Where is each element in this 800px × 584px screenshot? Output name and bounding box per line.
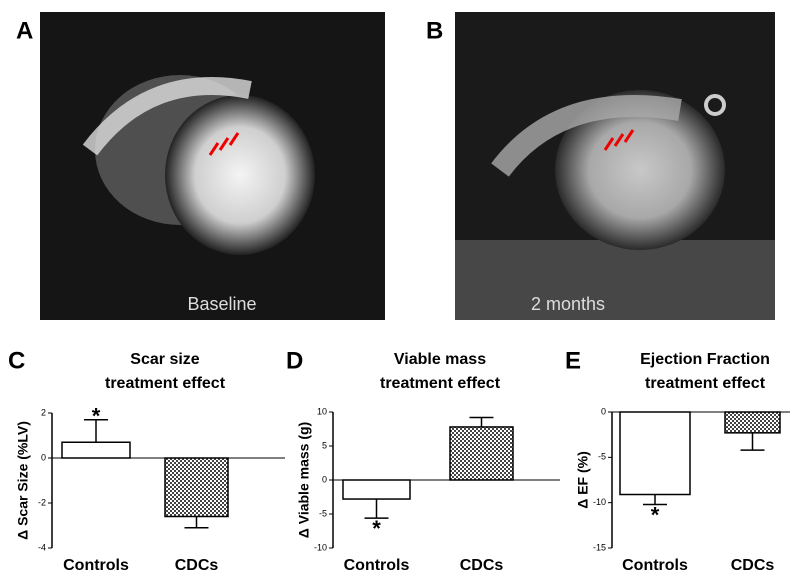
error-bar — [469, 416, 494, 427]
chart-title: treatment effect — [645, 375, 766, 392]
y-tick-label: -5 — [319, 508, 327, 518]
y-tick-label: -10 — [314, 542, 327, 552]
mri-image-b — [455, 12, 775, 320]
chart-title: Scar size — [130, 351, 199, 368]
bar — [342, 479, 411, 500]
y-axis-label: Δ Scar Size (%LV) — [15, 421, 31, 540]
y-axis-label: Δ EF (%) — [575, 451, 591, 509]
significance-marker: * — [372, 516, 381, 541]
x-tick-label: Controls — [344, 557, 410, 574]
panel-label: C — [8, 347, 25, 374]
significance-marker: * — [651, 502, 660, 527]
error-bar — [740, 432, 765, 451]
bar — [724, 411, 781, 434]
panel-label: E — [565, 347, 581, 374]
error-bar — [184, 516, 209, 529]
chart-title: treatment effect — [105, 375, 226, 392]
y-tick-label: -4 — [38, 542, 46, 552]
y-tick-label: 5 — [322, 440, 327, 450]
bar — [61, 441, 131, 459]
image-caption: Baseline — [187, 294, 256, 314]
chart-title: Viable mass — [394, 351, 486, 368]
y-tick-label: -5 — [598, 452, 606, 462]
y-tick-label: -10 — [593, 497, 606, 507]
error-bar — [643, 494, 667, 506]
chart-title: treatment effect — [380, 375, 501, 392]
panel-label: A — [16, 17, 33, 44]
x-tick-label: Controls — [622, 557, 688, 574]
error-bar — [84, 419, 108, 443]
panel-label: D — [286, 347, 303, 374]
chart-title: Ejection Fraction — [640, 351, 770, 368]
x-tick-label: Controls — [63, 557, 129, 574]
x-tick-label: CDCs — [460, 557, 504, 574]
x-tick-label: CDCs — [731, 557, 775, 574]
y-axis-label: Δ Viable mass (g) — [296, 422, 312, 538]
y-tick-label: 0 — [601, 406, 606, 416]
y-tick-label: 2 — [41, 407, 46, 417]
mri-image-a — [40, 12, 385, 320]
bar — [449, 426, 514, 481]
bar — [164, 457, 229, 518]
y-tick-label: 0 — [322, 474, 327, 484]
x-tick-label: CDCs — [175, 557, 219, 574]
error-bar — [364, 499, 389, 519]
y-tick-label: -2 — [38, 497, 46, 507]
y-tick-label: 10 — [317, 406, 327, 416]
panel-label: B — [426, 17, 443, 44]
image-caption: 2 months — [531, 294, 605, 314]
y-tick-label: -15 — [593, 542, 606, 552]
y-tick-label: 0 — [41, 452, 46, 462]
significance-marker: * — [92, 404, 101, 429]
bar — [619, 411, 691, 496]
